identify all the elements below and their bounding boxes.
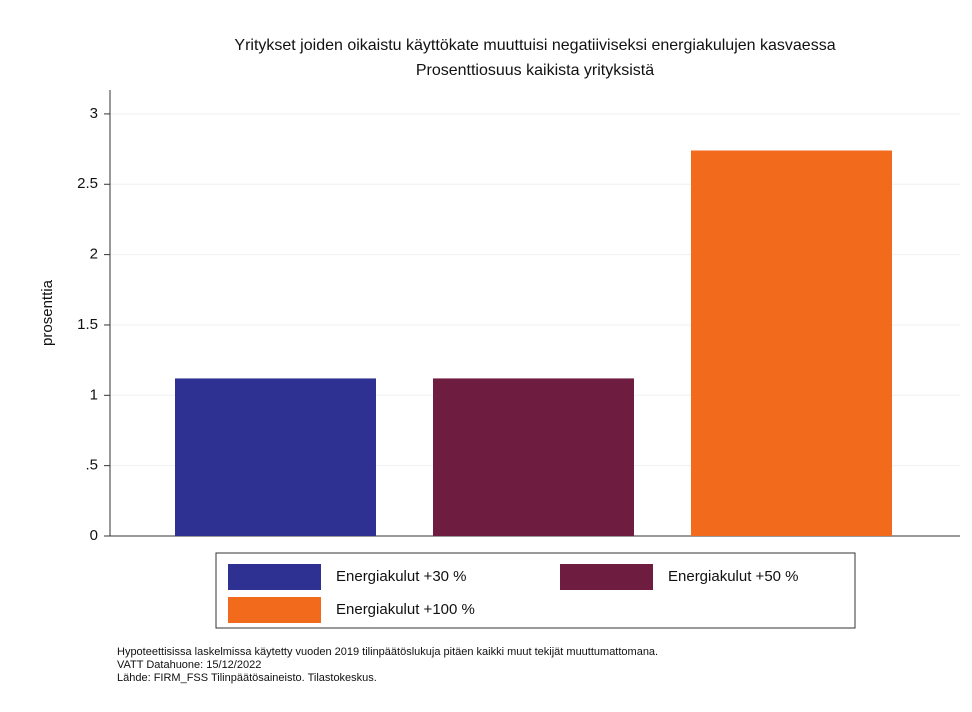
note: Hypoteettisissa laskelmissa käytetty vuo… (117, 646, 658, 658)
legend-label: Energiakulut +50 % (668, 568, 799, 585)
y-tick-label: .5 (85, 457, 98, 474)
bar (175, 378, 376, 536)
y-tick-label: 2 (90, 246, 98, 263)
y-tick-label: 3 (90, 105, 98, 122)
bar (433, 378, 634, 536)
y-tick-label: 0 (90, 527, 98, 544)
chart-subtitle: Prosenttiosuus kaikista yrityksistä (416, 62, 654, 79)
y-tick-label: 1.5 (77, 316, 98, 333)
legend-swatch (560, 564, 653, 590)
note: VATT Datahuone: 15/12/2022 (117, 659, 261, 671)
legend-label: Energiakulut +100 % (336, 601, 475, 618)
bar (691, 150, 892, 537)
y-tick-label: 2.5 (77, 175, 98, 192)
legend-swatch (228, 597, 321, 623)
note: Lähde: FIRM_FSS Tilinpäätösaineisto. Til… (117, 672, 377, 684)
legend-swatch (228, 564, 321, 590)
legend-box (215, 552, 856, 629)
y-axis-label: prosenttia (39, 279, 56, 346)
legend-label: Energiakulut +30 % (336, 568, 467, 585)
chart-title: Yritykset joiden oikaistu käyttökate muu… (234, 37, 835, 54)
y-tick-label: 1 (90, 386, 98, 403)
